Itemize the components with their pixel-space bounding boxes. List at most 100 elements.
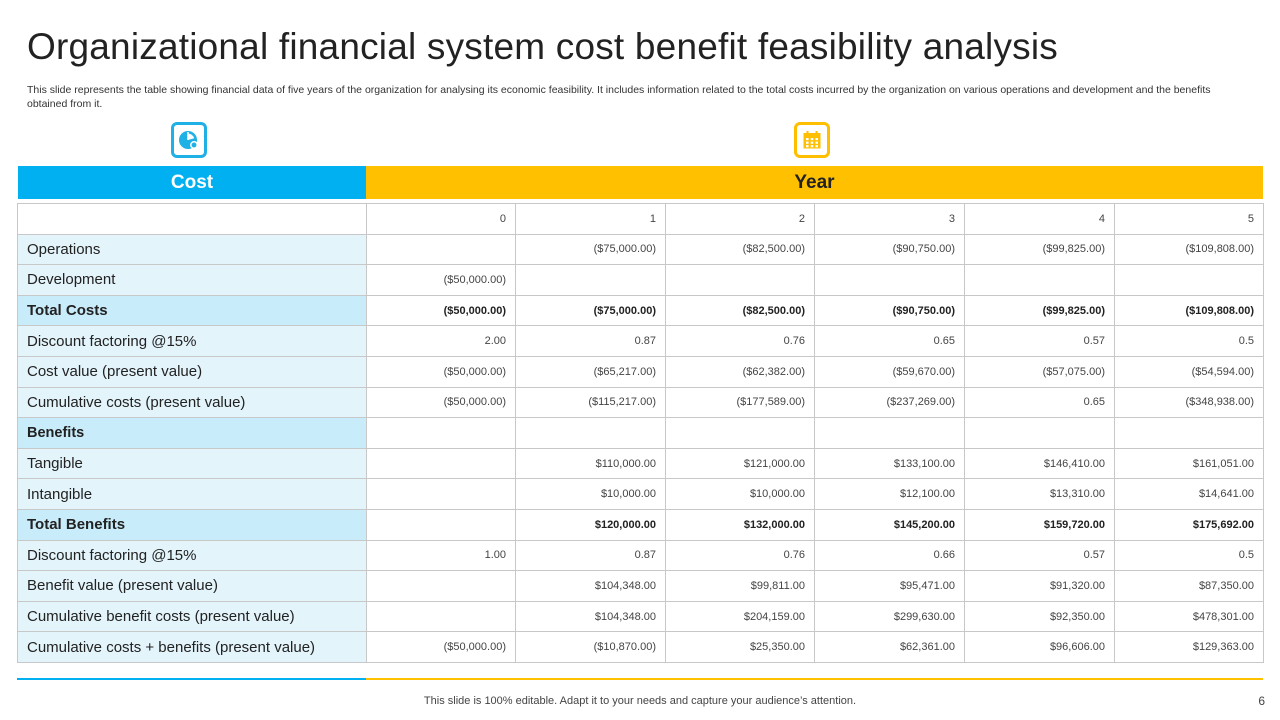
row-label: Operations — [17, 233, 367, 266]
table-cell: ($82,500.00) — [665, 233, 815, 266]
table-cell — [1114, 417, 1264, 449]
table-cell — [366, 447, 516, 480]
header-label-cell — [17, 203, 367, 235]
table-cell: ($50,000.00) — [366, 386, 516, 419]
pie-chart-icon — [171, 122, 207, 158]
table-cell: $204,159.00 — [665, 600, 815, 633]
table-cell: $121,000.00 — [665, 447, 815, 480]
cost-header-band: Cost — [18, 166, 366, 199]
year-header-cell: 2 — [665, 203, 815, 235]
row-label: Discount factoring @15% — [17, 539, 367, 572]
table-cell: ($54,594.00) — [1114, 355, 1264, 388]
table-cell: 0.65 — [814, 325, 965, 357]
table-cell: 0.57 — [964, 325, 1115, 357]
table-row: Discount factoring @15% 2.00 0.87 0.76 0… — [17, 325, 1264, 357]
table-cell: 0.76 — [665, 325, 815, 357]
table-cell: $175,692.00 — [1114, 508, 1264, 541]
footer-note: This slide is 100% editable. Adapt it to… — [423, 695, 857, 707]
table-cell: $132,000.00 — [665, 508, 815, 541]
row-label: Cost value (present value) — [17, 355, 367, 388]
year-header-band: Year — [366, 166, 1263, 199]
table-cell: $145,200.00 — [814, 508, 965, 541]
table-row: Discount factoring @15% 1.00 0.87 0.76 0… — [17, 539, 1264, 572]
table-cell — [366, 417, 516, 449]
row-label: Cumulative costs (present value) — [17, 386, 367, 419]
table-cell: $478,301.00 — [1114, 600, 1264, 633]
table-cell: ($109,808.00) — [1114, 294, 1264, 327]
table-row: Total Costs ($50,000.00) ($75,000.00) ($… — [17, 294, 1264, 327]
slide-description: This slide represents the table showing … — [27, 84, 1211, 110]
table-cell: $25,350.00 — [665, 631, 815, 663]
table-cell: $129,363.00 — [1114, 631, 1264, 663]
table-cell: $159,720.00 — [964, 508, 1115, 541]
row-label: Cumulative benefit costs (present value) — [17, 600, 367, 633]
table-cell: ($90,750.00) — [814, 233, 965, 266]
table-row: Intangible $10,000.00 $10,000.00 $12,100… — [17, 478, 1264, 510]
table-cell: $12,100.00 — [814, 478, 965, 510]
table-cell: ($50,000.00) — [366, 264, 516, 296]
table-cell: ($62,382.00) — [665, 355, 815, 388]
table-cell: ($65,217.00) — [515, 355, 666, 388]
year-header-cell: 4 — [964, 203, 1115, 235]
cost-benefit-table: 0 1 2 3 4 5 Operations ($75,000.00) ($82… — [17, 203, 1264, 663]
table-cell — [366, 570, 516, 602]
row-label: Tangible — [17, 447, 367, 480]
table-cell: $120,000.00 — [515, 508, 666, 541]
table-row: Cumulative costs + benefits (present val… — [17, 631, 1264, 663]
table-cell: $99,811.00 — [665, 570, 815, 602]
row-label: Cumulative costs + benefits (present val… — [17, 631, 367, 663]
table-cell: $10,000.00 — [515, 478, 666, 510]
table-cell — [515, 417, 666, 449]
year-header-row: 0 1 2 3 4 5 — [17, 203, 1264, 235]
table-cell: 0.87 — [515, 325, 666, 357]
table-cell: 0.57 — [964, 539, 1115, 572]
table-cell: ($99,825.00) — [964, 294, 1115, 327]
table-cell: $62,361.00 — [814, 631, 965, 663]
table-cell — [1114, 264, 1264, 296]
table-cell: $110,000.00 — [515, 447, 666, 480]
table-cell: ($59,670.00) — [814, 355, 965, 388]
section-row: Benefits — [17, 417, 1264, 449]
table-cell: ($50,000.00) — [366, 294, 516, 327]
table-row: Cumulative benefit costs (present value)… — [17, 600, 1264, 633]
table-cell: ($348,938.00) — [1114, 386, 1264, 419]
table-cell — [366, 478, 516, 510]
table-row: Cost value (present value) ($50,000.00) … — [17, 355, 1264, 388]
table-cell — [964, 417, 1115, 449]
calendar-icon — [794, 122, 830, 158]
table-cell — [366, 508, 516, 541]
table-row: Cumulative costs (present value) ($50,00… — [17, 386, 1264, 419]
section-label: Benefits — [17, 417, 367, 449]
row-label: Development — [17, 264, 367, 296]
table-cell: ($90,750.00) — [814, 294, 965, 327]
table-cell: 0.65 — [964, 386, 1115, 419]
table-cell: ($99,825.00) — [964, 233, 1115, 266]
table-cell: 0.5 — [1114, 325, 1264, 357]
table-cell: $13,310.00 — [964, 478, 1115, 510]
year-header-cell: 1 — [515, 203, 666, 235]
table-cell: 2.00 — [366, 325, 516, 357]
table-cell: ($50,000.00) — [366, 631, 516, 663]
table-cell: $96,606.00 — [964, 631, 1115, 663]
table-cell: ($115,217.00) — [515, 386, 666, 419]
table-cell — [964, 264, 1115, 296]
table-cell: $92,350.00 — [964, 600, 1115, 633]
year-header-cell: 3 — [814, 203, 965, 235]
row-label: Total Benefits — [17, 508, 367, 541]
slide-title: Organizational financial system cost ben… — [27, 26, 1058, 67]
table-row: Total Benefits $120,000.00 $132,000.00 $… — [17, 508, 1264, 541]
table-bottom-accent-line — [17, 678, 1263, 680]
table-cell: $104,348.00 — [515, 600, 666, 633]
table-cell: ($75,000.00) — [515, 294, 666, 327]
table-cell: $299,630.00 — [814, 600, 965, 633]
table-cell: $87,350.00 — [1114, 570, 1264, 602]
row-label: Intangible — [17, 478, 367, 510]
table-cell — [366, 600, 516, 633]
table-cell: ($82,500.00) — [665, 294, 815, 327]
table-cell — [515, 264, 666, 296]
table-cell: $133,100.00 — [814, 447, 965, 480]
table-cell — [814, 264, 965, 296]
table-cell: ($237,269.00) — [814, 386, 965, 419]
table-cell: $161,051.00 — [1114, 447, 1264, 480]
table-cell: ($75,000.00) — [515, 233, 666, 266]
